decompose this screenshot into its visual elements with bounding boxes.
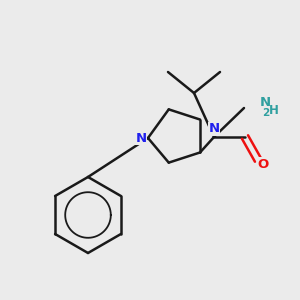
Text: 2: 2 [262, 108, 269, 118]
Text: N: N [208, 122, 220, 136]
Text: H: H [269, 103, 279, 116]
Text: N: N [260, 97, 271, 110]
Text: O: O [257, 158, 268, 170]
Text: N: N [135, 131, 147, 145]
